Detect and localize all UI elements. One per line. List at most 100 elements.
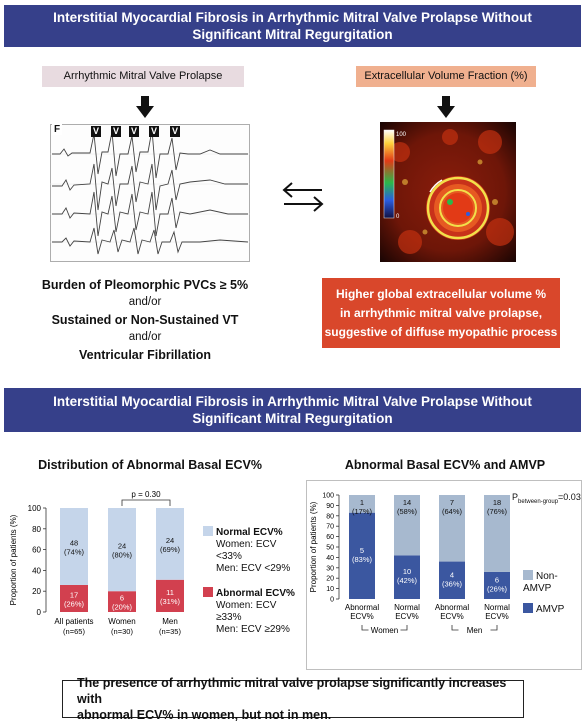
ecg-marker-v4: V <box>149 126 160 137</box>
chart1-bar-label-pct: (20%) <box>112 603 133 612</box>
chart2-bar-non-amvp <box>349 495 375 513</box>
criterion-andor-1: and/or <box>128 296 162 308</box>
chart1-category-label: All patients <box>54 617 93 626</box>
chart2-bar-label-pct: (58%) <box>397 507 418 516</box>
chart2-y-tick-label: 0 <box>330 597 334 604</box>
chart2-group-label-bg <box>458 626 491 635</box>
chart2-bar-label-pct: (26%) <box>487 584 508 593</box>
legend-abnormal-ecv: Abnormal ECV% <box>203 587 303 600</box>
colorbar-bottom-label: 0 <box>396 214 400 220</box>
chart2-plot: Proportion of patients (%) 0 10 20 30 40 50 60 7… <box>309 493 510 635</box>
chart1-pvalue-bracket <box>121 499 171 506</box>
chart1-bar-abnormal <box>108 591 136 612</box>
chart2-category-label: Abnormal <box>345 603 379 612</box>
left-panel-label: Arrhythmic Mitral Valve Prolapse <box>42 66 244 87</box>
chart1-bar-normal <box>108 508 136 592</box>
chart2-y-tick-label: 10 <box>326 586 334 593</box>
ecg-marker-v3: V <box>129 126 140 137</box>
chart1-bar-abnormal <box>60 584 88 612</box>
ecg-marker-f: F <box>52 124 63 135</box>
conclusion-box: The presence of arrhythmic mitral valve … <box>62 676 524 722</box>
top-banner: Interstitial Myocardial Fibrosis in Arrh… <box>4 5 581 47</box>
chart2-group-label-bg <box>368 626 401 635</box>
ecg-marker-v1: V <box>91 126 102 137</box>
chart2-bar-non-amvp <box>439 495 465 562</box>
chart2-bar-label-count: 10 <box>403 567 411 576</box>
right-panel-label: Extracellular Volume Fraction (%) <box>356 66 536 87</box>
chart2-bar-label-count: 5 <box>360 546 364 555</box>
chart1-y-tick-label: 60 <box>32 546 41 555</box>
chart2-pvalue-sub: between-group <box>518 498 559 505</box>
legend-abnormal-swatch <box>203 587 213 597</box>
mid-banner: Interstitial Myocardial Fibrosis in Arrh… <box>4 388 581 432</box>
chart1-bar-label-count: 6 <box>120 594 124 603</box>
legend-abnormal-women: Women: ECV ≥33% <box>216 600 277 623</box>
conclusion-line2: abnormal ECV% in women, but not in men. <box>77 708 332 722</box>
chart2-bar-label-count: 18 <box>493 498 501 507</box>
criteria-list: Burden of Pleomorphic PVCs ≥ 5% and/or S… <box>30 276 260 364</box>
chart2-category-label: Normal <box>484 603 510 612</box>
chart1-y-tick-label: 40 <box>32 566 41 575</box>
chart1-bar-label-pct: (31%) <box>160 597 181 606</box>
chart2-y-tick-label: 50 <box>326 545 334 552</box>
ecg-strip <box>50 124 250 262</box>
legend-normal-women: Women: ECV <33% <box>216 539 277 562</box>
chart2-bar-label-pct: (83%) <box>352 555 373 564</box>
legend-non-amvp-swatch <box>523 570 533 580</box>
chart1-title: Distribution of Abnormal Basal ECV% <box>38 458 262 472</box>
criterion-vt: Sustained or Non-Sustained VT <box>51 313 239 327</box>
chart2-category-label: Normal <box>394 603 420 612</box>
chart2-bar-amvp <box>439 561 465 599</box>
chart1-bar-label-pct: (69%) <box>160 545 181 554</box>
chart2-bar-non-amvp <box>394 495 420 556</box>
chart1-ylabel: Proportion of patients (%) <box>9 514 18 605</box>
chart2-y-tick-label: 70 <box>326 524 334 531</box>
chart2-pvalue-val: =0.03 <box>558 492 581 502</box>
chart1-bar-normal <box>156 508 184 580</box>
chart2-bar-label-count: 1 <box>360 498 364 507</box>
finding-line1: Higher global extracellular volume % <box>335 286 547 301</box>
legend-non-amvp: Non-AMVP <box>523 570 581 595</box>
finding-line2: in arrhythmic mitral valve prolapse, <box>339 305 543 320</box>
chart1-category-sublabel: (n=35) <box>159 627 181 636</box>
legend-amvp-swatch <box>523 603 533 613</box>
finding-box: Higher global extracellular volume % in … <box>322 278 560 348</box>
chart1-y-tick-label: 80 <box>32 525 41 534</box>
chart2-legend: Non-AMVP AMVP <box>523 570 581 616</box>
ecv-map-image: 100 0 <box>380 122 516 262</box>
chart2-bar-label-pct: (64%) <box>442 507 463 516</box>
legend-abnormal-men: Men: ECV ≥29% <box>216 624 290 635</box>
chart1-bar-label-count: 17 <box>70 590 78 599</box>
chart2-category-label: ECV% <box>440 612 464 621</box>
chart1-bar-label-count: 11 <box>166 588 174 597</box>
chart1-bar-normal <box>60 508 88 585</box>
legend-normal-swatch <box>203 526 213 536</box>
chart2-y-tick-label: 60 <box>326 534 334 541</box>
chart1-y-tick-label: 0 <box>37 608 42 617</box>
chart1-bar-label-pct: (26%) <box>64 599 85 608</box>
chart1-category-label: Men <box>162 617 178 626</box>
chart2-pvalue: Pbetween-group=0.03 <box>512 492 581 505</box>
chart2-frame <box>306 480 582 670</box>
chart2-group-label: Women <box>371 626 398 635</box>
chart2-bar-label-pct: (17%) <box>352 507 373 516</box>
chart2-bar-amvp <box>484 571 510 599</box>
chart1-bar-abnormal <box>156 579 184 612</box>
bidirectional-arrow-icon <box>282 182 324 212</box>
legend-amvp-label: AMVP <box>536 604 565 615</box>
top-banner-line1: Interstitial Myocardial Fibrosis in Arrh… <box>53 10 532 25</box>
chart2-bar-label-pct: (42%) <box>397 576 418 585</box>
chart2-y-tick-label: 20 <box>326 576 334 583</box>
chart1-y-tick-label: 100 <box>28 504 42 513</box>
chart1-plot: Proportion of patients (%) 0 20 40 60 80 100 17… <box>9 490 184 636</box>
chart2-category-label: ECV% <box>350 612 374 621</box>
colorbar-top-label: 100 <box>396 132 407 138</box>
chart2-category-label: ECV% <box>395 612 419 621</box>
chart1-bar-label-count: 24 <box>118 542 126 551</box>
legend-normal-men: Men: ECV <29% <box>216 563 291 574</box>
mid-banner-line2: Significant Mitral Regurgitation <box>192 411 393 426</box>
legend-non-amvp-label: Non-AMVP <box>523 571 558 594</box>
chart2-bar-label-pct: (76%) <box>487 507 508 516</box>
chart1-bar-label-count: 48 <box>70 538 78 547</box>
chart1-bar-label-pct: (80%) <box>112 551 133 560</box>
